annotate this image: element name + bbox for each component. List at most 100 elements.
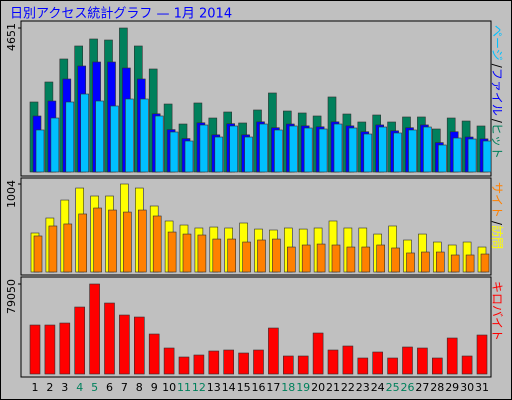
bar — [59, 322, 71, 375]
bar — [346, 246, 356, 273]
bar — [138, 209, 147, 273]
x-tick-label: 31 — [475, 381, 489, 394]
bar — [303, 127, 313, 173]
y-tick-label: 4651 — [5, 23, 18, 51]
bar — [333, 123, 343, 173]
bar — [446, 337, 458, 375]
bar — [482, 140, 492, 173]
bar — [154, 115, 164, 173]
bar — [125, 98, 134, 173]
legend-separator: / — [491, 221, 505, 226]
bar — [450, 254, 460, 273]
bar — [423, 126, 432, 173]
bar — [152, 215, 162, 273]
bar — [193, 354, 205, 375]
legend: サイト /訪問 — [491, 182, 506, 249]
bar — [253, 349, 264, 375]
bar — [393, 132, 402, 173]
bar — [259, 123, 268, 173]
x-tick-label: 19 — [296, 381, 310, 394]
legend-entry: キロバイト — [491, 281, 505, 341]
bar — [199, 124, 209, 173]
bar — [214, 136, 224, 173]
bar — [312, 332, 324, 375]
bar — [282, 355, 294, 375]
bar — [357, 357, 369, 375]
bar — [437, 144, 447, 173]
bar — [238, 352, 249, 375]
x-tick-label: 3 — [61, 381, 68, 394]
bar — [363, 133, 373, 173]
bar — [376, 244, 386, 273]
bar — [48, 225, 58, 273]
bar — [268, 327, 279, 375]
bar — [212, 238, 222, 273]
bar — [331, 244, 341, 273]
bar — [169, 131, 179, 173]
x-tick-label: 22 — [341, 381, 355, 394]
x-tick-label: 6 — [106, 381, 113, 394]
bar — [140, 98, 149, 173]
bar — [257, 239, 266, 273]
bar — [110, 105, 119, 173]
bar — [242, 241, 251, 273]
bar — [406, 252, 415, 273]
bar — [35, 129, 45, 173]
legend-separator: / — [491, 64, 505, 69]
bar — [65, 101, 75, 173]
x-tick-label: 13 — [207, 381, 221, 394]
bar — [244, 136, 253, 173]
legend: ページ/ファイル/ヒット — [491, 25, 505, 159]
bar — [387, 357, 398, 375]
x-tick-label: 8 — [136, 381, 143, 394]
x-tick-label: 11 — [177, 381, 191, 394]
bar — [435, 251, 445, 273]
x-tick-label: 12 — [192, 381, 206, 394]
legend-entry: サイト — [491, 182, 505, 218]
x-tick-label: 28 — [430, 381, 444, 394]
bar — [108, 209, 117, 273]
bar — [163, 347, 175, 375]
x-tick-label: 21 — [326, 381, 340, 394]
legend-entry: 訪問 — [491, 225, 506, 249]
x-tick-label: 23 — [356, 381, 370, 394]
bar — [93, 207, 102, 273]
x-tick-label: 17 — [266, 381, 280, 394]
x-tick-label: 4 — [76, 381, 83, 394]
bar — [361, 246, 371, 273]
bar — [167, 231, 177, 273]
bar — [63, 223, 73, 273]
bar — [402, 346, 413, 375]
bar — [80, 93, 89, 173]
bar — [197, 234, 207, 273]
x-tick-label: 29 — [445, 381, 459, 394]
legend-separator: / — [491, 119, 505, 124]
bar — [178, 356, 190, 375]
chart-title: 日別アクセス統計グラフ — 1月 2014 — [10, 6, 232, 22]
bar — [89, 283, 100, 375]
bar — [33, 235, 43, 273]
x-tick-label: 5 — [91, 381, 98, 394]
bar — [223, 349, 234, 375]
bar — [288, 125, 298, 173]
x-tick-label: 27 — [415, 381, 429, 394]
x-tick-label: 14 — [222, 381, 236, 394]
bar — [227, 238, 236, 273]
bar — [372, 351, 384, 375]
x-tick-label: 16 — [252, 381, 266, 394]
bar — [421, 251, 430, 273]
bar — [272, 238, 281, 273]
bar — [465, 254, 475, 273]
bar — [119, 314, 130, 375]
bar — [452, 137, 462, 173]
bar — [148, 333, 160, 375]
x-tick-label: 9 — [151, 381, 158, 394]
bar — [104, 302, 115, 375]
x-tick-label: 2 — [46, 381, 53, 394]
x-tick-label: 15 — [237, 381, 251, 394]
bar — [391, 247, 400, 273]
bar — [431, 357, 443, 375]
legend-entry: ヒット — [491, 123, 505, 159]
x-tick-label: 26 — [401, 381, 415, 394]
